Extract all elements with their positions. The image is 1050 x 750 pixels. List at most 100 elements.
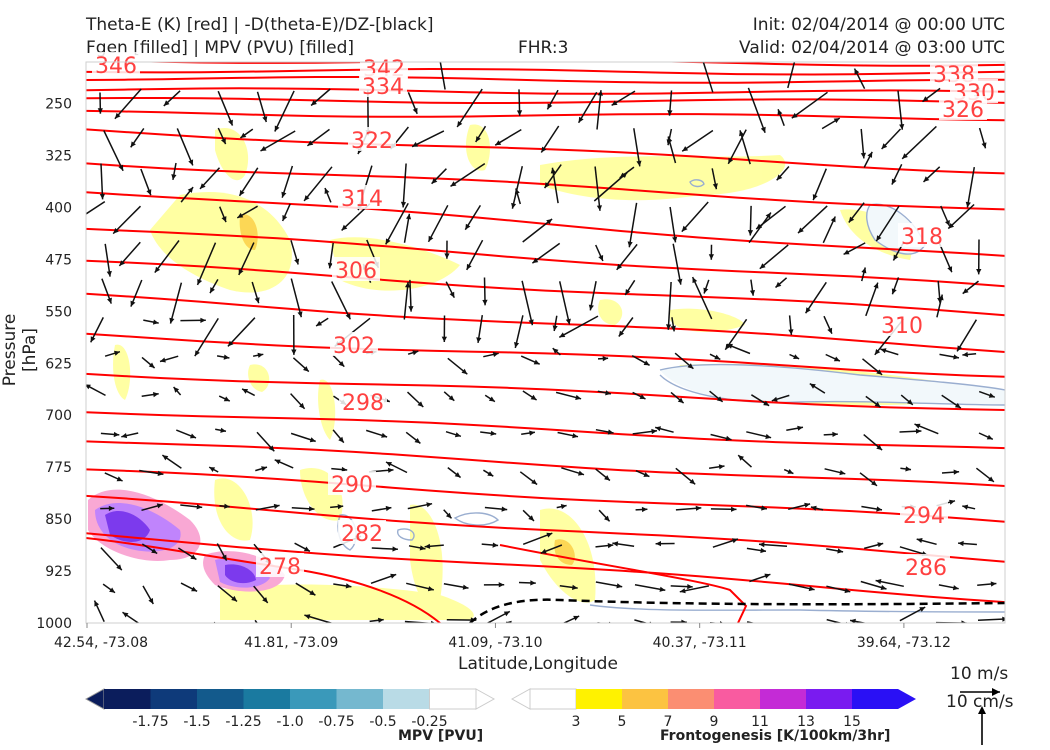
wind-arrow — [213, 621, 216, 623]
wind-arrow — [727, 129, 747, 165]
wind-arrowhead — [873, 282, 879, 289]
wind-arrowhead — [516, 110, 523, 116]
wind-arrowhead — [625, 289, 631, 295]
wind-arrowhead — [957, 345, 963, 352]
theta-label-bg — [898, 223, 946, 247]
mpv-colorbar-tick: -1.5 — [183, 714, 210, 730]
wind-arrowhead — [221, 216, 227, 223]
wind-arrowhead — [274, 125, 280, 132]
wind-arrowhead — [449, 291, 455, 298]
wind-arrow — [681, 201, 709, 233]
wind-arrowhead — [919, 607, 926, 612]
wind-arrowhead — [532, 257, 539, 264]
wind-arrowhead — [550, 167, 556, 174]
wind-arrowhead — [338, 361, 345, 367]
wind-arrow — [281, 165, 294, 198]
wind-arrowhead — [273, 503, 280, 509]
wind-arrowhead — [659, 586, 666, 592]
wind-arrowhead — [408, 306, 414, 312]
theta-e-label: 298 — [342, 391, 384, 416]
wind-arrowhead — [304, 614, 311, 620]
y-tick-label: 700 — [45, 408, 72, 424]
wind-arrowhead — [231, 595, 237, 602]
wind-arrowhead — [953, 354, 959, 360]
wind-arrowhead — [228, 119, 233, 126]
wind-arrowhead — [797, 425, 803, 431]
wind-arrowhead — [738, 455, 744, 461]
wind-arrowhead — [949, 499, 955, 505]
wind-arrowhead — [261, 466, 267, 472]
wind-arrow — [787, 62, 796, 89]
wind-arrowhead — [860, 152, 866, 159]
wind-arrowhead — [759, 263, 766, 269]
wind-arrowhead — [187, 626, 193, 631]
x-tick-label: 40.37, -73.11 — [653, 635, 747, 651]
wind-arrow — [331, 281, 351, 320]
wind-arrowhead — [163, 100, 170, 106]
wind-arrowhead — [804, 502, 811, 508]
wind-arrowhead — [627, 241, 633, 248]
wind-arrow — [787, 624, 808, 629]
wind-arrowhead — [958, 540, 964, 547]
wind-arrowhead — [801, 625, 807, 630]
wind-arrowhead — [726, 343, 733, 349]
wind-arrowhead — [190, 433, 196, 439]
fgen-mpv-fills — [88, 124, 1005, 620]
wind-arrowhead — [893, 254, 899, 261]
theta-label-bg — [330, 332, 378, 356]
fgen-colorbar-swatch — [622, 689, 668, 709]
wind-arrowhead — [767, 624, 773, 629]
wind-arrowhead — [190, 554, 197, 560]
wind-arrow — [865, 282, 879, 317]
wind-arrowhead — [880, 584, 887, 590]
wind-arrowhead — [378, 617, 384, 623]
wind-arrowhead — [173, 387, 180, 393]
title-line-1: Theta-E (K) [red] | -D(theta-E)/DZ-[blac… — [86, 15, 434, 35]
wind-arrowhead — [976, 269, 982, 275]
wind-arrow — [522, 218, 553, 243]
wind-arrowhead — [649, 621, 652, 623]
x-tick-label: 41.81, -73.09 — [244, 635, 338, 651]
wind-arrowhead — [760, 547, 766, 554]
fgen-colorbar-extend — [510, 688, 531, 710]
wind-arrowhead — [426, 502, 433, 508]
wind-arrow — [966, 166, 976, 208]
wind-arrowhead — [338, 436, 344, 443]
wind-arrowhead — [119, 260, 125, 266]
wind-arrowhead — [731, 506, 737, 512]
fgen-colorbar-swatch — [714, 689, 760, 709]
theta-label-bg — [878, 312, 926, 336]
wind-arrowhead — [533, 359, 540, 365]
wind-arrowhead — [260, 146, 267, 151]
wind-arrowhead — [666, 324, 672, 330]
theta-e-line — [86, 97, 1005, 104]
wind-arrowhead — [227, 340, 234, 347]
wind-arrowhead — [160, 357, 166, 363]
wind-arrowhead — [116, 564, 122, 571]
init-time: Init: 02/04/2014 @ 00:00 UTC — [752, 15, 1005, 35]
wind-arrowhead — [487, 471, 494, 477]
wind-arrowhead — [670, 325, 676, 332]
wind-arrow — [897, 90, 904, 130]
theta-e-line — [86, 411, 1005, 450]
wind-arrowhead — [572, 433, 578, 439]
wind-arrowhead — [262, 597, 268, 603]
wind-arrowhead — [798, 227, 804, 234]
wind-arrowhead — [905, 466, 911, 472]
wind-arrowhead — [699, 52, 704, 58]
wind-arrowhead — [808, 586, 815, 592]
wind-arrowhead — [962, 504, 969, 510]
wind-arrow — [551, 167, 559, 204]
wind-arrowhead — [341, 224, 348, 231]
wind-arrowhead — [810, 505, 817, 511]
wind-ref-horizontal: 10 m/s — [950, 664, 1009, 684]
wind-arrowhead — [552, 325, 558, 331]
wind-arrowhead — [121, 433, 128, 439]
wind-arrowhead — [703, 287, 709, 294]
wind-arrow — [514, 315, 524, 349]
wind-arrow — [112, 205, 142, 235]
wind-arrowhead — [156, 503, 163, 509]
theta-e-line — [86, 332, 1005, 378]
wind-arrowhead — [776, 174, 783, 181]
